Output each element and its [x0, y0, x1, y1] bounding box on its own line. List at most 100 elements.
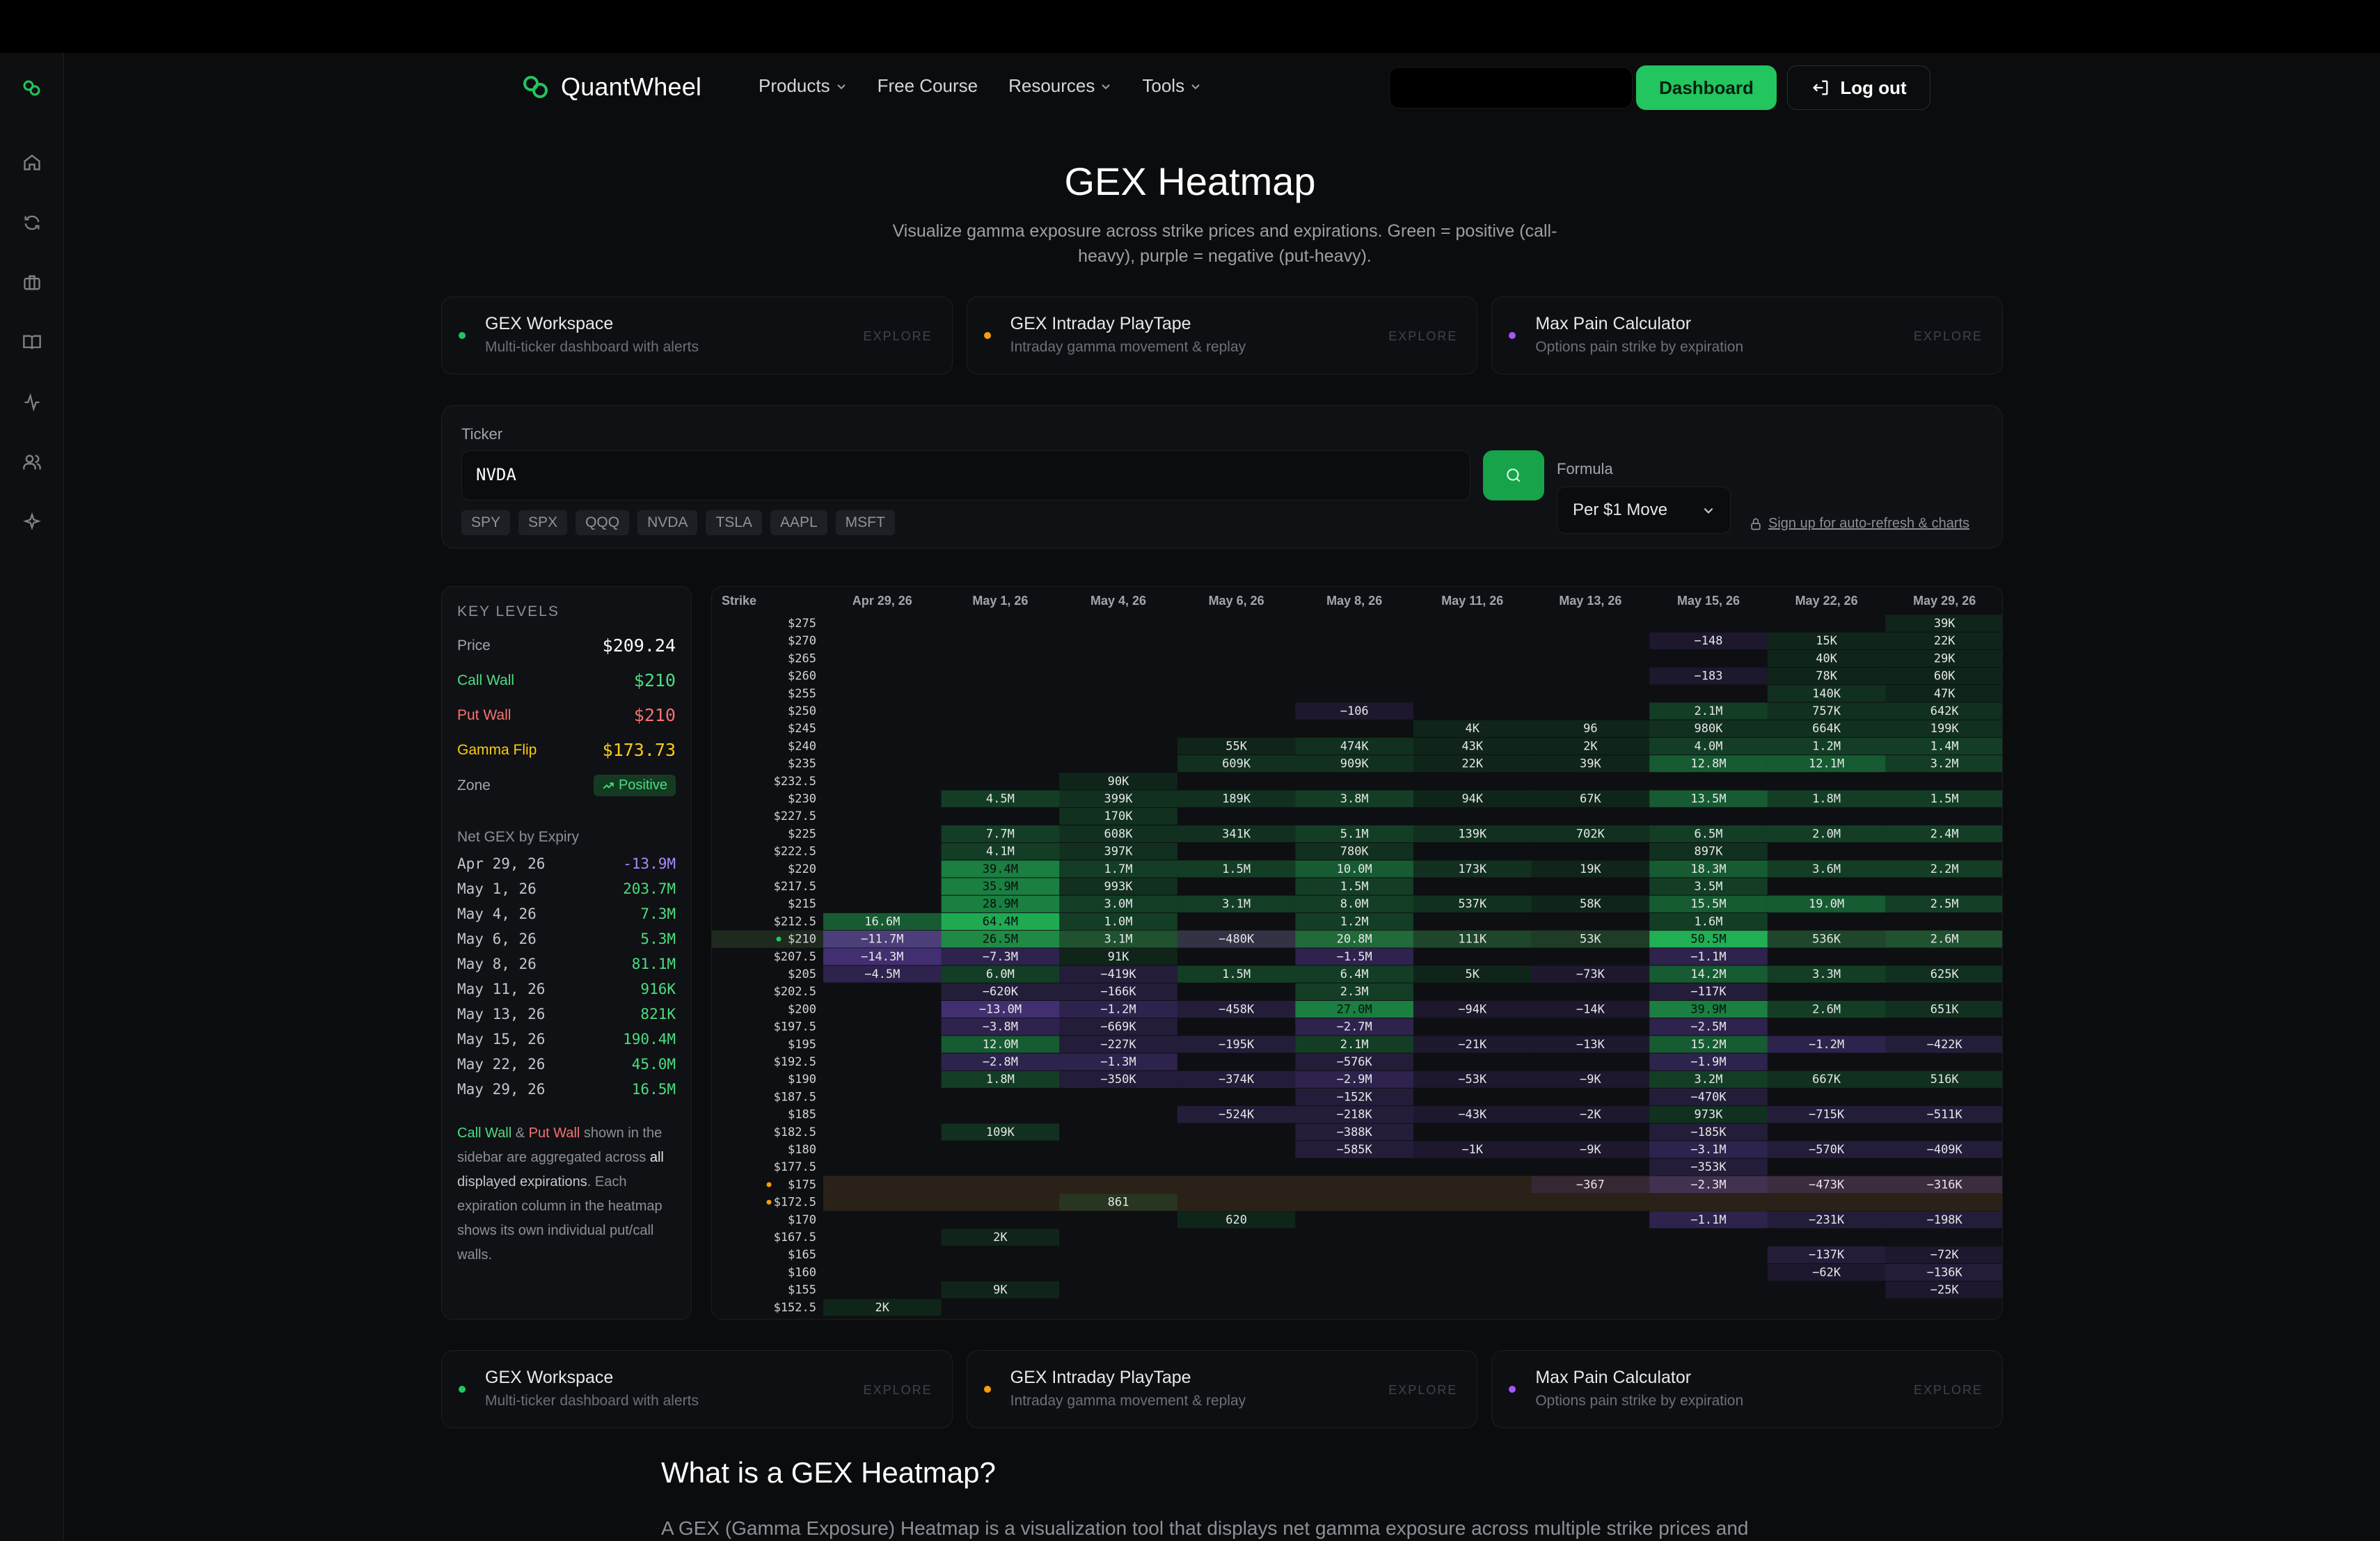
- card-explore-link[interactable]: EXPLORE: [1913, 329, 1983, 343]
- strike-label: $202.5: [774, 985, 816, 999]
- heatmap-cell-value: 39.4M: [983, 862, 1018, 876]
- put-wall-row: Put Wall $210: [457, 705, 676, 725]
- formula-select[interactable]: Per $1 Move: [1557, 487, 1731, 534]
- strike-label: $182.5: [774, 1125, 816, 1139]
- strike-label: $215: [788, 897, 816, 911]
- heatmap-cell: [1885, 825, 2002, 843]
- heatmap-cell-value: 20.8M: [1337, 933, 1372, 947]
- heatmap-cell: [941, 825, 1060, 843]
- card-gex-intraday-playtape[interactable]: GEX Intraday PlayTape Intraday gamma mov…: [966, 1350, 1478, 1428]
- card-gex-workspace[interactable]: GEX Workspace Multi-ticker dashboard wit…: [441, 1350, 953, 1428]
- heatmap-cell: [1059, 931, 1177, 948]
- heatmap-cell: [1177, 860, 1296, 878]
- heatmap-cell: [1413, 1141, 1532, 1158]
- nav-search-box[interactable]: [1389, 67, 1633, 109]
- menu-products[interactable]: Products: [759, 75, 847, 97]
- heatmap-cell-value: 993K: [1104, 880, 1134, 894]
- home-icon[interactable]: [17, 148, 47, 178]
- whatis-body: A GEX (Gamma Exposure) Heatmap is a visu…: [661, 1517, 1749, 1539]
- refresh-icon[interactable]: [17, 207, 47, 238]
- net-gex-row: May 8, 26 81.1M: [457, 951, 676, 977]
- card-gex-intraday-playtape[interactable]: GEX Intraday PlayTape Intraday gamma mov…: [966, 297, 1478, 374]
- users-icon[interactable]: [17, 447, 47, 477]
- heatmap-cell: [941, 912, 1060, 931]
- menu-tools[interactable]: Tools: [1142, 75, 1201, 97]
- activity-icon[interactable]: [17, 387, 47, 418]
- heatmap-cell: [1767, 632, 1886, 649]
- strike-label: $175: [788, 1178, 816, 1192]
- heatmap-cell: [1531, 790, 1650, 807]
- book-icon[interactable]: [17, 327, 47, 358]
- ticker-input[interactable]: NVDA: [461, 450, 1470, 500]
- heatmap-cell: [1885, 649, 2002, 667]
- card-explore-link[interactable]: EXPLORE: [1388, 329, 1458, 343]
- heatmap-cell: [1177, 1106, 1296, 1123]
- ticker-chip[interactable]: QQQ: [576, 510, 630, 535]
- heatmap-cell: [941, 931, 1060, 948]
- ticker-chip[interactable]: MSFT: [835, 510, 895, 535]
- heatmap-cell-value: 109K: [986, 1125, 1015, 1139]
- heatmap-cell: [1885, 737, 2002, 755]
- sparkle-icon[interactable]: [17, 507, 47, 537]
- heatmap-cell-value: 1.5M: [1222, 862, 1251, 876]
- heatmap-cell-value: −117K: [1690, 985, 1727, 999]
- ticker-chip[interactable]: SPY: [461, 510, 511, 535]
- ticker-chip[interactable]: AAPL: [770, 510, 827, 535]
- net-gex-date: May 4, 26: [457, 906, 537, 922]
- ticker-chip[interactable]: NVDA: [637, 510, 698, 535]
- menu-resources[interactable]: Resources: [1008, 75, 1111, 97]
- browser-top-bar: [0, 0, 2380, 53]
- heatmap-cell-value: 1.5M: [1222, 967, 1251, 981]
- heatmap-cell: [1885, 667, 2002, 685]
- heatmap-cell-value: 22K: [1934, 634, 1955, 648]
- heatmap-cell: [1767, 860, 1886, 878]
- key-levels-title: KEY LEVELS: [457, 603, 560, 619]
- heatmap-cell: [1177, 931, 1296, 948]
- signup-link[interactable]: Sign up for auto-refresh & charts: [1749, 516, 1969, 532]
- card-explore-link[interactable]: EXPLORE: [863, 1383, 933, 1397]
- card-max-pain-calculator[interactable]: Max Pain Calculator Options pain strike …: [1491, 297, 2004, 374]
- menu-free-course[interactable]: Free Course: [877, 75, 978, 96]
- strike-label: $172.5: [774, 1196, 816, 1210]
- heatmap-cell: [1295, 983, 1413, 1000]
- card-gex-workspace[interactable]: GEX Workspace Multi-ticker dashboard wit…: [441, 297, 953, 374]
- heatmap-cell-value: 6.4M: [1340, 967, 1369, 981]
- heatmap-cell-value: −1.2M: [1809, 1038, 1844, 1052]
- ticker-chip[interactable]: SPX: [518, 510, 568, 535]
- card-explore-link[interactable]: EXPLORE: [863, 329, 933, 343]
- heatmap-cell-value: −2K: [1580, 1108, 1601, 1122]
- page-subtitle: Visualize gamma exposure across strike p…: [892, 221, 1557, 266]
- heatmap-cell-value: 4.5M: [986, 792, 1015, 806]
- heatmap-cell-value: −9K: [1580, 1143, 1601, 1157]
- briefcase-icon[interactable]: [17, 267, 47, 298]
- card-explore-link[interactable]: EXPLORE: [1388, 1383, 1458, 1397]
- heatmap-cell: [1649, 1211, 1768, 1228]
- heatmap-cell-value: −62K: [1812, 1265, 1841, 1279]
- net-gex-date: May 11, 26: [457, 981, 546, 997]
- heatmap-cell: [1649, 702, 1768, 720]
- heatmap-cell-value: −316K: [1927, 1178, 1963, 1192]
- brand-logo[interactable]: QuantWheel: [521, 72, 701, 102]
- heatmap-cell-value: 96: [1583, 722, 1597, 736]
- heatmap-cell: [1767, 825, 1886, 843]
- heatmap-cell-value: −72K: [1930, 1248, 1960, 1262]
- logout-button[interactable]: Log out: [1787, 65, 1930, 110]
- ticker-chip[interactable]: TSLA: [706, 510, 762, 535]
- ticker-search-button[interactable]: [1483, 450, 1544, 500]
- zone-badge: Positive: [593, 775, 676, 796]
- status-dot: [983, 332, 991, 339]
- heatmap-cell-value: 3.0M: [1104, 897, 1133, 911]
- logo-icon[interactable]: [17, 72, 47, 103]
- status-dot: [1509, 1386, 1516, 1393]
- card-max-pain-calculator[interactable]: Max Pain Calculator Options pain strike …: [1491, 1350, 2004, 1428]
- heatmap-column-header: May 1, 26: [972, 594, 1028, 608]
- strike-label: $185: [788, 1108, 816, 1122]
- heatmap-cell-value: −21K: [1458, 1038, 1487, 1052]
- heatmap-cell: [1295, 895, 1413, 912]
- dashboard-button[interactable]: Dashboard: [1636, 65, 1777, 110]
- card-explore-link[interactable]: EXPLORE: [1913, 1383, 1983, 1397]
- heatmap-cell: [1177, 790, 1296, 807]
- heatmap-cell-value: −2.5M: [1690, 1020, 1726, 1034]
- heatmap-cell: [1413, 825, 1532, 843]
- heatmap-cell: [1531, 1141, 1650, 1158]
